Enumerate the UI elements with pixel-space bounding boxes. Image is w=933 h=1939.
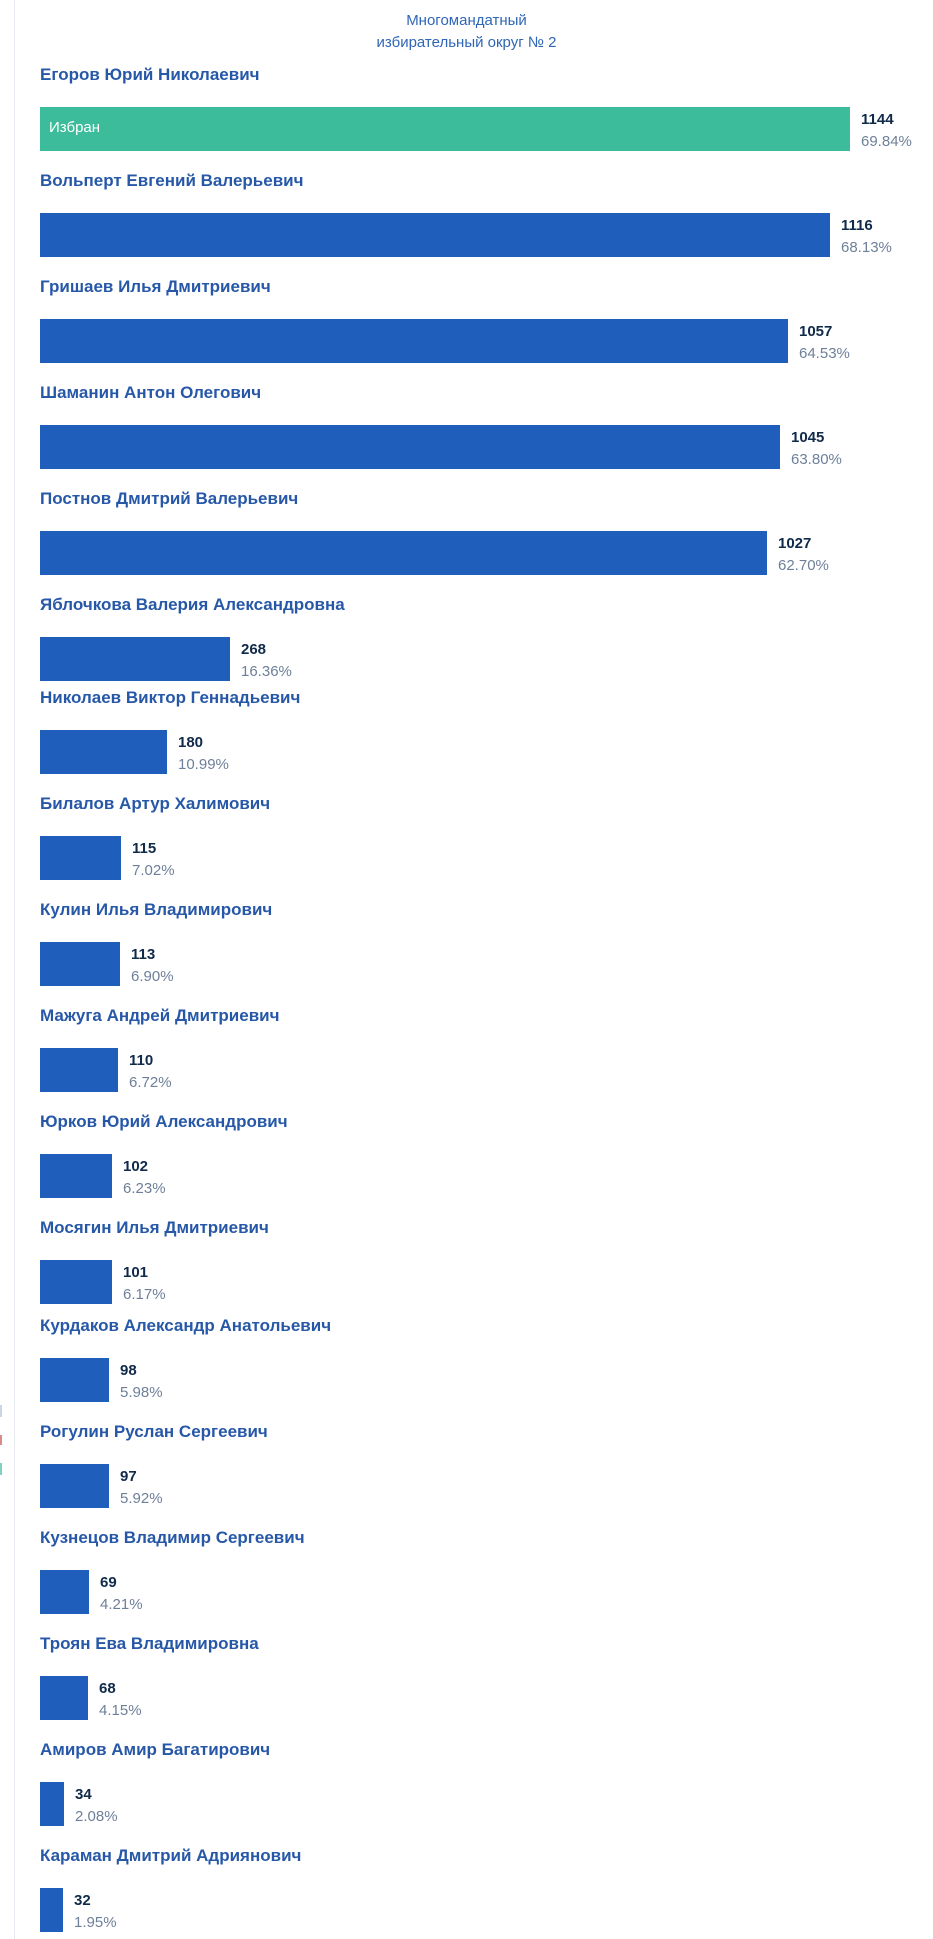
candidate-name: Николаев Виктор Геннадьевич bbox=[40, 688, 301, 707]
vote-count: 1027 bbox=[778, 535, 812, 552]
vote-count: 1045 bbox=[791, 429, 825, 446]
candidate-name: Билалов Артур Халимович bbox=[40, 794, 271, 813]
vote-figures: 69 4.21% bbox=[100, 1572, 143, 1616]
side-mark bbox=[0, 1405, 2, 1417]
vote-figures: 113 6.90% bbox=[131, 944, 174, 988]
vote-count: 113 bbox=[131, 946, 156, 963]
vote-bar bbox=[40, 730, 167, 774]
vote-figures: 110 6.72% bbox=[129, 1050, 172, 1094]
vote-bar bbox=[40, 1358, 109, 1402]
vote-percent: 7.02% bbox=[132, 862, 175, 879]
district-title-line2: избирательный округ № 2 bbox=[376, 34, 557, 51]
candidate-name: Вольперт Евгений Валерьевич bbox=[40, 171, 304, 190]
vote-percent: 6.90% bbox=[131, 968, 174, 985]
vote-percent: 62.70% bbox=[778, 557, 829, 574]
vote-figures: 180 10.99% bbox=[178, 732, 229, 776]
vote-figures: 1057 64.53% bbox=[799, 321, 850, 365]
side-marks bbox=[0, 1405, 3, 1525]
vote-count: 68 bbox=[99, 1680, 116, 1697]
vote-bar bbox=[40, 1782, 64, 1826]
vote-count: 32 bbox=[74, 1892, 91, 1909]
candidate-name: Мажуга Андрей Дмитриевич bbox=[40, 1006, 280, 1025]
vote-percent: 6.17% bbox=[123, 1286, 166, 1303]
vote-count: 110 bbox=[129, 1052, 154, 1069]
vote-bar bbox=[40, 1048, 118, 1092]
vote-figures: 1144 69.84% bbox=[861, 109, 912, 153]
side-mark bbox=[0, 1435, 2, 1445]
candidate-name: Постнов Дмитрий Валерьевич bbox=[40, 489, 299, 508]
vote-percent: 6.72% bbox=[129, 1074, 172, 1091]
vote-bar bbox=[40, 637, 230, 681]
candidate-name: Гришаев Илья Дмитриевич bbox=[40, 277, 271, 296]
vote-figures: 68 4.15% bbox=[99, 1678, 142, 1722]
vote-percent: 2.08% bbox=[75, 1808, 118, 1825]
vote-count: 115 bbox=[132, 840, 157, 857]
vote-count: 97 bbox=[120, 1468, 137, 1485]
candidate-name: Курдаков Александр Анатольевич bbox=[40, 1316, 332, 1335]
vote-bar: Избран bbox=[40, 107, 850, 151]
vote-count: 69 bbox=[100, 1574, 117, 1591]
vote-count: 180 bbox=[178, 734, 204, 751]
vote-figures: 1027 62.70% bbox=[778, 533, 829, 577]
vote-percent: 64.53% bbox=[799, 345, 850, 362]
candidate-name: Рогулин Руслан Сергеевич bbox=[40, 1422, 268, 1441]
vote-percent: 4.21% bbox=[100, 1596, 143, 1613]
candidate-name: Амиров Амир Багатирович bbox=[40, 1740, 271, 1759]
vote-bar bbox=[40, 319, 788, 363]
vote-figures: 32 1.95% bbox=[74, 1890, 117, 1934]
vote-count: 1057 bbox=[799, 323, 833, 340]
vote-count: 1144 bbox=[861, 111, 894, 128]
candidate-name: Юрков Юрий Александрович bbox=[40, 1112, 288, 1131]
vote-bar bbox=[40, 213, 830, 257]
vote-figures: 98 5.98% bbox=[120, 1360, 163, 1404]
district-title-line1: Многомандатный bbox=[406, 12, 527, 29]
candidate-name: Шаманин Антон Олегович bbox=[40, 383, 262, 402]
vote-bar bbox=[40, 425, 780, 469]
candidate-name: Яблочкова Валерия Александровна bbox=[40, 595, 345, 614]
vote-percent: 4.15% bbox=[99, 1702, 142, 1719]
vote-percent: 6.23% bbox=[123, 1180, 166, 1197]
vote-bar bbox=[40, 1464, 109, 1508]
vote-count: 34 bbox=[75, 1786, 92, 1803]
candidate-name: Караман Дмитрий Адриянович bbox=[40, 1846, 302, 1865]
vote-percent: 5.98% bbox=[120, 1384, 163, 1401]
vote-count: 101 bbox=[123, 1264, 149, 1281]
vote-count: 268 bbox=[241, 641, 267, 658]
vote-percent: 1.95% bbox=[74, 1914, 117, 1931]
candidate-name: Троян Ева Владимировна bbox=[40, 1634, 259, 1653]
vote-bar bbox=[40, 1260, 112, 1304]
vote-bar bbox=[40, 1676, 88, 1720]
vote-figures: 268 16.36% bbox=[241, 639, 292, 683]
vote-percent: 69.84% bbox=[861, 133, 912, 150]
vote-count: 102 bbox=[123, 1158, 149, 1175]
left-divider bbox=[14, 0, 15, 1939]
vote-count: 98 bbox=[120, 1362, 137, 1379]
vote-bar bbox=[40, 531, 767, 575]
vote-count: 1116 bbox=[841, 217, 873, 234]
chart-header: Многомандатный избирательный округ № 2 bbox=[0, 10, 933, 54]
vote-figures: 1045 63.80% bbox=[791, 427, 842, 471]
vote-figures: 101 6.17% bbox=[123, 1262, 166, 1306]
vote-bar bbox=[40, 1888, 63, 1932]
vote-bar bbox=[40, 836, 121, 880]
vote-percent: 16.36% bbox=[241, 663, 292, 680]
vote-bar bbox=[40, 942, 120, 986]
vote-figures: 102 6.23% bbox=[123, 1156, 166, 1200]
vote-figures: 1116 68.13% bbox=[841, 215, 892, 259]
vote-figures: 115 7.02% bbox=[132, 838, 175, 882]
candidate-name: Егоров Юрий Николаевич bbox=[40, 65, 260, 84]
candidate-name: Кузнецов Владимир Сергеевич bbox=[40, 1528, 305, 1547]
candidate-name: Мосягин Илья Дмитриевич bbox=[40, 1218, 269, 1237]
elected-badge: Избран bbox=[49, 119, 101, 136]
side-mark bbox=[0, 1463, 2, 1475]
vote-percent: 10.99% bbox=[178, 756, 229, 773]
candidate-name: Кулин Илья Владимирович bbox=[40, 900, 273, 919]
vote-percent: 63.80% bbox=[791, 451, 842, 468]
vote-bar bbox=[40, 1154, 112, 1198]
vote-percent: 68.13% bbox=[841, 239, 892, 256]
vote-figures: 97 5.92% bbox=[120, 1466, 163, 1510]
vote-bar bbox=[40, 1570, 89, 1614]
vote-figures: 34 2.08% bbox=[75, 1784, 118, 1828]
vote-percent: 5.92% bbox=[120, 1490, 163, 1507]
